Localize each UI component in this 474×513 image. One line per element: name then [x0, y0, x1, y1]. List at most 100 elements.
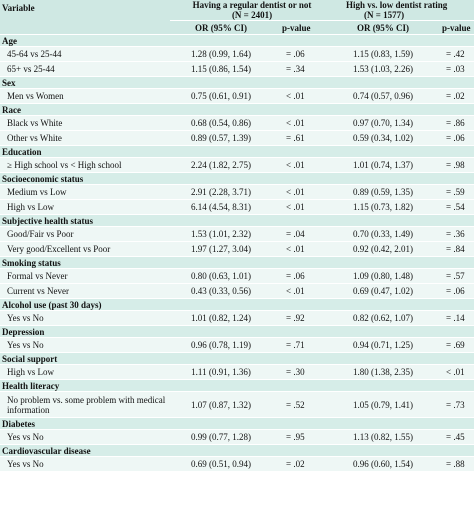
p-value-dentist: < .01 [272, 184, 335, 200]
section-title: Education [0, 145, 474, 158]
table-row: Men vs Women 0.75 (0.61, 0.91) < .01 0.74 (… [0, 88, 474, 104]
or-value-dentist: 0.80 (0.63, 1.01) [170, 268, 272, 284]
p-value-rating: = .98 [432, 157, 474, 173]
p-value-dentist: = .34 [272, 61, 335, 77]
table-row: Current vs Never 0.43 (0.33, 0.56) < .01 0.… [0, 283, 474, 299]
or-value-rating: 0.70 (0.33, 1.49) [334, 226, 433, 242]
group2-header: High vs. low dentist rating (N = 1577) [334, 0, 474, 21]
table-row: Black vs White 0.68 (0.54, 0.86) < .01 0.97… [0, 115, 474, 131]
p-header-2: p-value [432, 20, 474, 35]
p-value-dentist: = .30 [272, 364, 335, 380]
or-value-dentist: 1.11 (0.91, 1.36) [170, 364, 272, 380]
p-value-dentist: = .02 [272, 456, 335, 471]
p-value-rating: = .54 [432, 199, 474, 215]
p-value-rating: = .36 [432, 226, 474, 242]
row-label: 45-64 vs 25-44 [0, 46, 170, 62]
table-row: Other vs White 0.89 (0.57, 1.39) = .61 0.59… [0, 130, 474, 146]
table-body: Age 45-64 vs 25-44 1.28 (0.99, 1.64) = .06 1… [0, 34, 474, 471]
or-value-rating: 0.82 (0.62, 1.07) [334, 310, 433, 326]
row-label: High vs Low [0, 199, 170, 215]
row-label: No problem vs. some problem with medical… [0, 391, 170, 418]
or-value-dentist: 0.99 (0.77, 1.28) [170, 429, 272, 445]
p-value-rating: = .42 [432, 46, 474, 62]
p-value-rating: = .84 [432, 241, 474, 257]
section-row: Socioeconomic status [0, 172, 474, 185]
p-value-dentist: < .01 [272, 199, 335, 215]
row-label: High vs Low [0, 364, 170, 380]
table-row: High vs Low 6.14 (4.54, 8.31) < .01 1.15 (0… [0, 199, 474, 215]
table-row: Yes vs No 0.99 (0.77, 1.28) = .95 1.13 (0.8… [0, 429, 474, 445]
table-row: High vs Low 1.11 (0.91, 1.36) = .30 1.80 (1… [0, 364, 474, 380]
p-value-rating: = .86 [432, 115, 474, 131]
or-value-rating: 1.05 (0.79, 1.41) [334, 391, 433, 418]
row-label: Current vs Never [0, 283, 170, 299]
table-row: 65+ vs 25-44 1.15 (0.86, 1.54) = .34 1.53 (… [0, 61, 474, 77]
p-value-dentist: < .01 [272, 115, 335, 131]
section-title: Health literacy [0, 379, 474, 392]
section-row: Alcohol use (past 30 days) [0, 298, 474, 311]
p-value-dentist: < .01 [272, 241, 335, 257]
p-value-rating: = .14 [432, 310, 474, 326]
or-value-rating: 0.74 (0.57, 0.96) [334, 88, 433, 104]
or-value-dentist: 0.89 (0.57, 1.39) [170, 130, 272, 146]
or-value-dentist: 0.68 (0.54, 0.86) [170, 115, 272, 131]
table-row: Yes vs No 0.69 (0.51, 0.94) = .02 0.96 (0.6… [0, 456, 474, 471]
section-title: Subjective health status [0, 214, 474, 227]
or-value-dentist: 0.43 (0.33, 0.56) [170, 283, 272, 299]
section-row: Social support [0, 352, 474, 365]
table-header: Variable Having a regular dentist or not… [0, 0, 474, 35]
or-value-dentist: 0.96 (0.78, 1.19) [170, 337, 272, 353]
group2-n: (N = 1577) [364, 10, 405, 20]
section-row: Education [0, 145, 474, 158]
p-value-dentist: = .04 [272, 226, 335, 242]
or-value-rating: 1.13 (0.82, 1.55) [334, 429, 433, 445]
section-title: Socioeconomic status [0, 172, 474, 185]
or-value-dentist: 6.14 (4.54, 8.31) [170, 199, 272, 215]
table-row: Yes vs No 0.96 (0.78, 1.19) = .71 0.94 (0.7… [0, 337, 474, 353]
p-value-rating: = .06 [432, 130, 474, 146]
or-value-rating: 0.92 (0.42, 2.01) [334, 241, 433, 257]
section-title: Social support [0, 352, 474, 365]
table-row: ≥ High school vs < High school 2.24 (1.82… [0, 157, 474, 173]
group1-header: Having a regular dentist or not (N = 240… [170, 0, 335, 21]
p-value-dentist: < .01 [272, 157, 335, 173]
row-label: Black vs White [0, 115, 170, 131]
row-label: 65+ vs 25-44 [0, 61, 170, 77]
p-value-dentist: = .06 [272, 46, 335, 62]
section-row: Sex [0, 76, 474, 89]
table-row: No problem vs. some problem with medical… [0, 391, 474, 418]
p-value-rating: = .45 [432, 429, 474, 445]
p-value-rating: = .02 [432, 88, 474, 104]
table-row: Very good/Excellent vs Poor 1.97 (1.27, 3… [0, 241, 474, 257]
or-value-dentist: 1.53 (1.01, 2.32) [170, 226, 272, 242]
section-title: Race [0, 103, 474, 116]
or-value-dentist: 0.69 (0.51, 0.94) [170, 456, 272, 471]
table-row: Yes vs No 1.01 (0.82, 1.24) = .92 0.82 (0.6… [0, 310, 474, 326]
row-label: Yes vs No [0, 337, 170, 353]
section-row: Smoking status [0, 256, 474, 269]
table-row: 45-64 vs 25-44 1.28 (0.99, 1.64) = .06 1.15… [0, 46, 474, 62]
table-row: Formal vs Never 0.80 (0.63, 1.01) = .06 1.0… [0, 268, 474, 284]
or-value-dentist: 2.24 (1.82, 2.75) [170, 157, 272, 173]
or-value-dentist: 0.75 (0.61, 0.91) [170, 88, 272, 104]
or-value-rating: 1.01 (0.74, 1.37) [334, 157, 433, 173]
or-value-rating: 0.96 (0.60, 1.54) [334, 456, 433, 471]
or-value-dentist: 1.97 (1.27, 3.04) [170, 241, 272, 257]
row-label: Good/Fair vs Poor [0, 226, 170, 242]
section-row: Cardiovascular disease [0, 444, 474, 457]
row-label: Yes vs No [0, 429, 170, 445]
or-value-rating: 0.97 (0.70, 1.34) [334, 115, 433, 131]
section-row: Race [0, 103, 474, 116]
p-value-dentist: = .95 [272, 429, 335, 445]
or-header-1: OR (95% CI) [170, 20, 272, 35]
group1-n: (N = 2401) [231, 10, 273, 20]
or-value-rating: 1.15 (0.83, 1.59) [334, 46, 433, 62]
variable-header: Variable [0, 0, 170, 35]
or-value-dentist: 1.28 (0.99, 1.64) [170, 46, 272, 62]
p-value-dentist: = .06 [272, 268, 335, 284]
section-title: Diabetes [0, 417, 474, 430]
or-value-dentist: 1.07 (0.87, 1.32) [170, 391, 272, 418]
section-title: Age [0, 34, 474, 47]
p-value-dentist: < .01 [272, 283, 335, 299]
or-value-rating: 0.89 (0.59, 1.35) [334, 184, 433, 200]
